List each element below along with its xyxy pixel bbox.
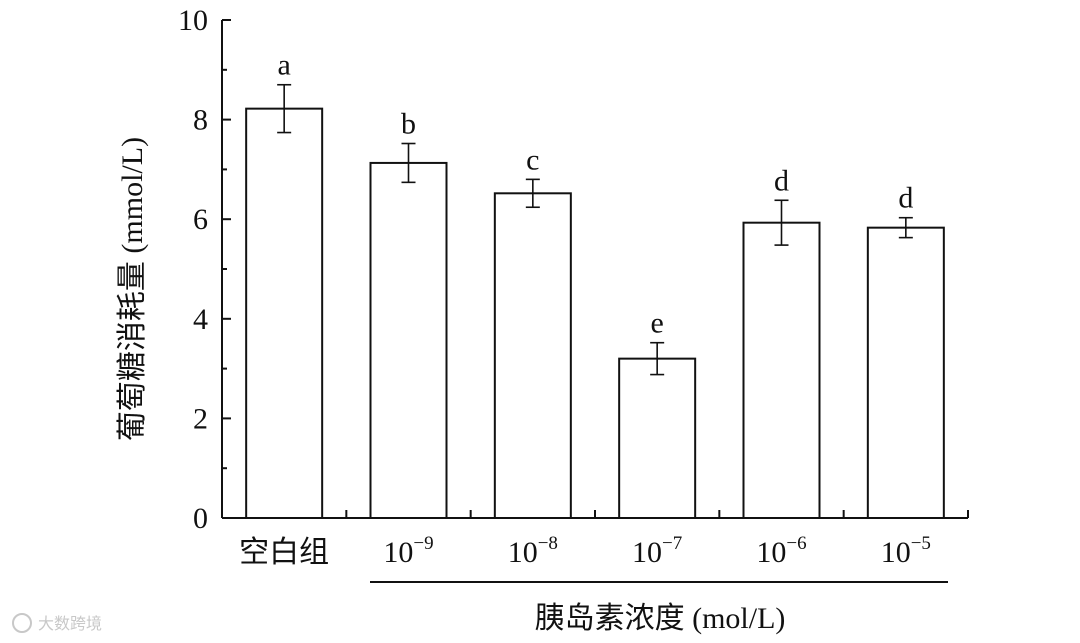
bar xyxy=(742,221,821,519)
watermark-logo-icon xyxy=(12,613,32,633)
significance-label: d xyxy=(898,182,913,215)
x-tick-label: 空白组 xyxy=(239,536,329,569)
significance-label: e xyxy=(651,307,664,340)
bar xyxy=(493,192,572,520)
y-tick-label: 6 xyxy=(193,203,208,236)
y-tick-label: 8 xyxy=(193,104,208,137)
y-axis-title: 葡萄糖消耗量 (mmol/L) xyxy=(116,137,149,441)
x-tick-label: 10−9 xyxy=(383,533,433,569)
x-tick-label: 10−8 xyxy=(508,533,558,569)
axes xyxy=(221,19,969,519)
watermark: 大数跨境 xyxy=(12,613,102,633)
bar xyxy=(618,357,697,520)
bar xyxy=(245,107,324,519)
bars xyxy=(245,83,945,520)
x-tick-label: 10−6 xyxy=(756,533,806,569)
labels: 0 2 4 6 8 10 a 空白组 b 10−9 c 10−8 e 10−7 d 10−6 d 10−5 xyxy=(178,4,931,569)
x-tick-label: 10−5 xyxy=(881,533,931,569)
y-tick-label: 10 xyxy=(178,4,208,37)
significance-label: b xyxy=(401,108,416,141)
significance-label: a xyxy=(278,49,291,82)
watermark-text: 大数跨境 xyxy=(38,614,102,633)
significance-label: d xyxy=(774,164,789,197)
x-axis-title: 胰岛素浓度 (mol/L) xyxy=(535,602,786,635)
bar xyxy=(369,161,448,519)
significance-label: c xyxy=(526,143,539,176)
bar xyxy=(866,226,945,520)
x-tick-label: 10−7 xyxy=(632,533,682,569)
y-tick-label: 4 xyxy=(193,303,208,336)
y-tick-label: 0 xyxy=(193,502,208,535)
y-tick-label: 2 xyxy=(193,402,208,435)
